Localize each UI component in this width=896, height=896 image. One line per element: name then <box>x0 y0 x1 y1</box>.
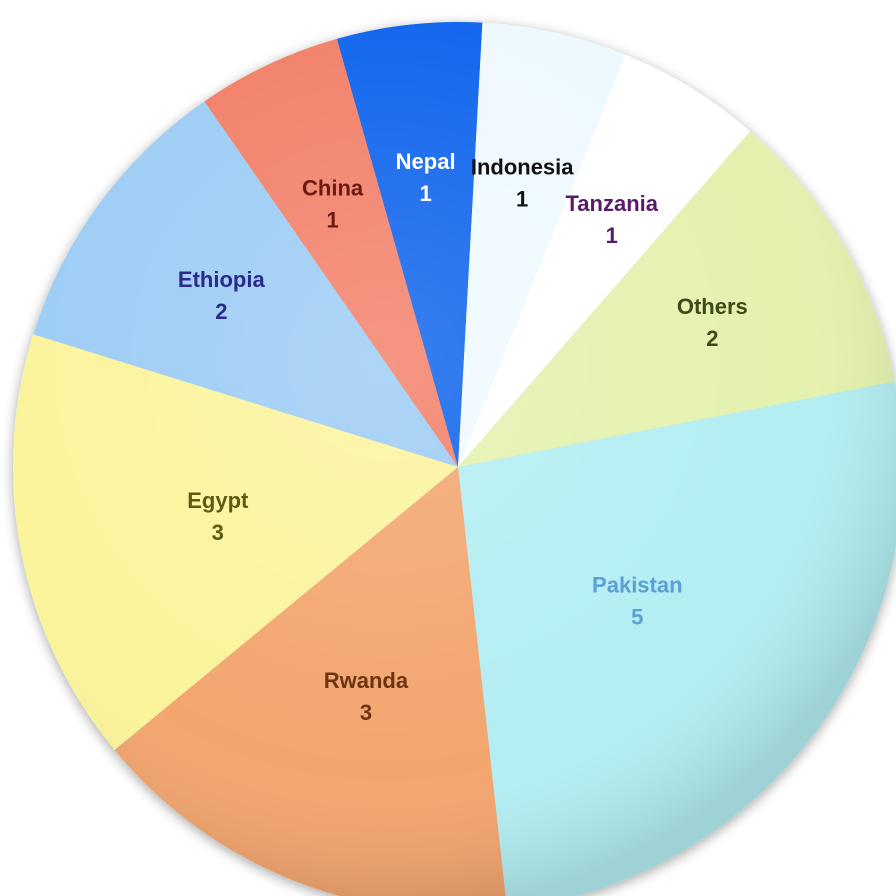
slice-value-egypt: 3 <box>212 520 224 545</box>
slice-value-nepal: 1 <box>420 181 432 206</box>
slice-label-ethiopia: Ethiopia <box>178 267 266 292</box>
pie-labels: Nepal 1 Indonesia 1 Tanzania 1 Others 2 Pakistan… <box>178 149 748 725</box>
slice-value-others: 2 <box>706 326 718 351</box>
slice-value-pakistan: 5 <box>631 605 643 630</box>
slice-value-china: 1 <box>326 207 338 232</box>
slice-value-ethiopia: 2 <box>215 299 227 324</box>
slice-label-china: China <box>302 175 364 200</box>
pie-slice-pakistan <box>458 381 896 896</box>
slice-label-egypt: Egypt <box>187 488 249 513</box>
slice-label-pakistan: Pakistan <box>592 573 683 598</box>
slice-label-tanzania: Tanzania <box>565 191 658 216</box>
slice-value-rwanda: 3 <box>360 700 372 725</box>
slice-label-rwanda: Rwanda <box>324 668 409 693</box>
slice-label-others: Others <box>677 294 748 319</box>
slice-label-nepal: Nepal <box>396 149 456 174</box>
slice-value-indonesia: 1 <box>516 186 528 211</box>
slice-value-tanzania: 1 <box>606 223 618 248</box>
slice-label-indonesia: Indonesia <box>471 154 574 179</box>
